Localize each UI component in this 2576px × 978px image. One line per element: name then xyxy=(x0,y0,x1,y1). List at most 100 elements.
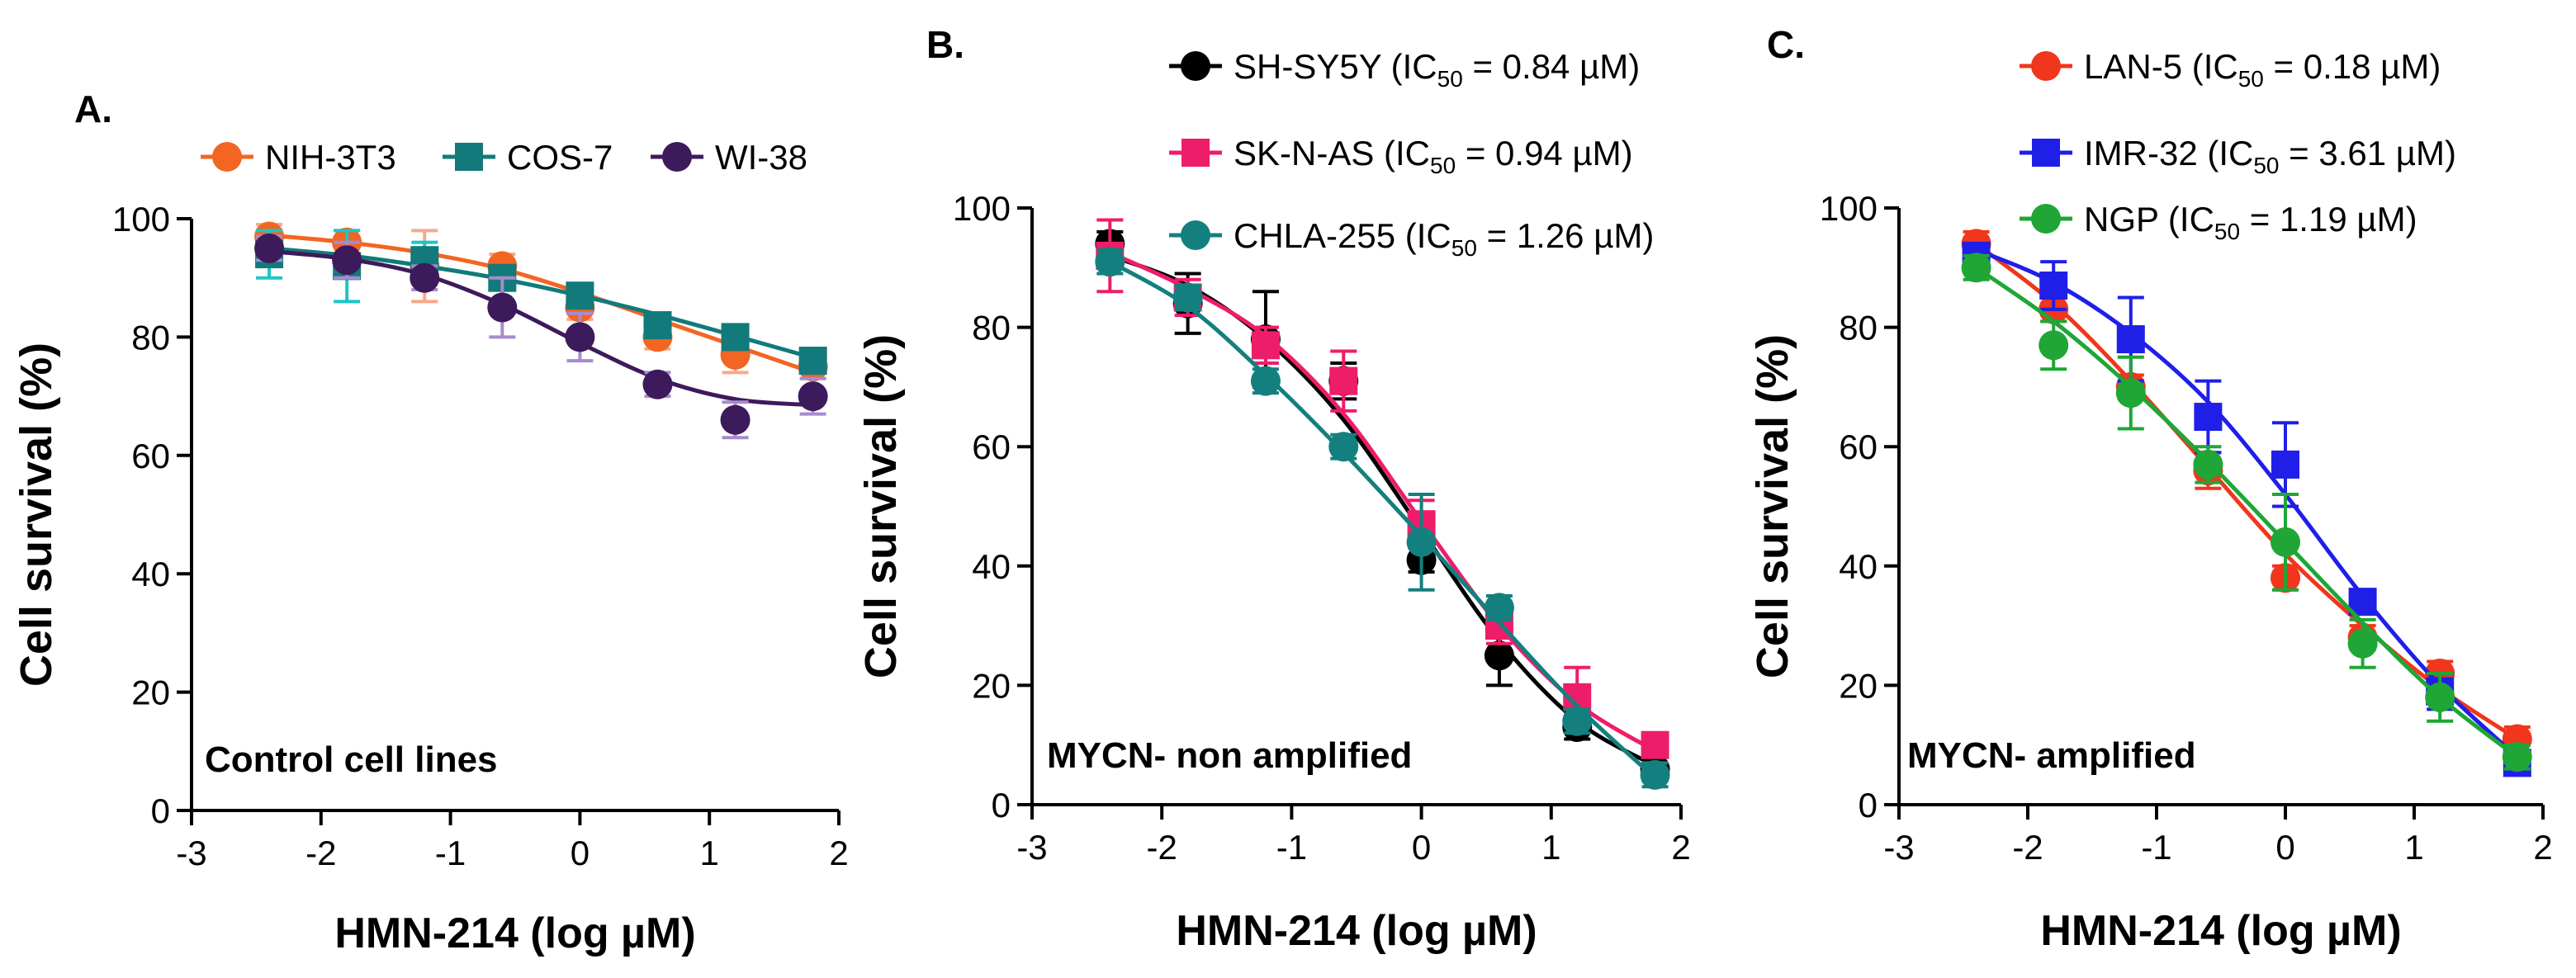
legend-marker xyxy=(1181,139,1210,167)
legend-ic50-value: 0.18 µM xyxy=(2304,47,2430,86)
legend-ic50-value: 1.19 µM xyxy=(2280,200,2406,239)
legend-item-SH-SY5Y: SH-SY5Y (IC50 = 0.84 µM) xyxy=(1169,47,1640,92)
legend-ic50-eq: = xyxy=(2240,200,2280,239)
legend-marker xyxy=(2032,139,2060,167)
panel-label: B. xyxy=(926,23,964,66)
data-point xyxy=(721,323,750,352)
legend-ic50-subscript: 50 xyxy=(2214,219,2240,244)
x-tick-label: -1 xyxy=(1276,828,1307,867)
legend-label: NGP (IC50 = 1.19 µM) xyxy=(2084,200,2417,244)
legend-ic50-subscript: 50 xyxy=(1451,235,1477,261)
data-point xyxy=(2194,403,2223,432)
panel-annotation: Control cell lines xyxy=(205,739,498,780)
x-tick-label: -3 xyxy=(1016,828,1047,867)
data-point xyxy=(1250,366,1281,396)
panel-label: C. xyxy=(1767,23,1805,66)
fit-curve xyxy=(1109,250,1656,754)
legend-ic50-close: ) xyxy=(2406,200,2417,239)
y-tick-label: 100 xyxy=(1820,189,1878,228)
axes: 0 20 40 60 80 100 -3 -2 -1 0 1 2 xyxy=(1820,189,2553,867)
x-tick-label: -1 xyxy=(2141,828,2171,867)
legend-ic50-open: (IC xyxy=(2158,200,2214,239)
series-WI-38 xyxy=(254,233,828,440)
legend-label: COS-7 xyxy=(507,138,613,177)
legend-label: SK-N-AS (IC50 = 0.94 µM) xyxy=(1234,134,1633,178)
data-point xyxy=(642,369,673,399)
legend-marker xyxy=(2031,204,2061,234)
legend-ic50-subscript: 50 xyxy=(2253,153,2279,178)
x-tick-label: 2 xyxy=(829,834,848,872)
data-point xyxy=(2347,628,2378,659)
legend-item-IMR-32: IMR-32 (IC50 = 3.61 µM) xyxy=(2020,134,2456,178)
data-point xyxy=(1095,247,1125,277)
y-tick-label: 0 xyxy=(992,786,1011,824)
data-point xyxy=(1640,759,1670,790)
legend-item-NGP: NGP (IC50 = 1.19 µM) xyxy=(2020,200,2417,244)
legend-label: LAN-5 (IC50 = 0.18 µM) xyxy=(2084,47,2441,92)
data-point xyxy=(332,245,362,276)
data-point xyxy=(2039,271,2068,300)
legend-series-name: SK-N-AS xyxy=(1234,134,1374,172)
y-tick-label: 20 xyxy=(1839,666,1878,705)
y-tick-label: 100 xyxy=(953,189,1011,228)
legend-ic50-value: 1.26 µM xyxy=(1517,216,1643,255)
legend-ic50-subscript: 50 xyxy=(2238,66,2264,92)
legend-ic50-subscript: 50 xyxy=(1430,153,1456,178)
data-point xyxy=(1251,331,1280,360)
y-tick-label: 40 xyxy=(1839,547,1878,586)
y-tick-label: 60 xyxy=(1839,428,1878,466)
legend-series-name: LAN-5 xyxy=(2084,47,2182,86)
data-point xyxy=(410,262,440,293)
legend-ic50-close: ) xyxy=(1628,47,1640,86)
legend-ic50-eq: = xyxy=(1463,47,1503,86)
x-tick-label: 1 xyxy=(1541,828,1560,867)
y-axis-title: Cell survival (%) xyxy=(12,343,61,687)
legend-item-CHLA-255: CHLA-255 (IC50 = 1.26 µM) xyxy=(1169,216,1654,261)
legend-ic50-close: ) xyxy=(1622,134,1633,172)
x-tick-label: 2 xyxy=(2533,828,2552,867)
legend-ic50-value: 0.84 µM xyxy=(1503,47,1629,86)
x-tick-label: -2 xyxy=(305,834,336,872)
x-tick-label: 0 xyxy=(571,834,590,872)
y-tick-label: 80 xyxy=(1839,309,1878,347)
fit-curve xyxy=(1109,259,1657,780)
legend-series-name: SH-SY5Y xyxy=(1234,47,1382,86)
series-CHLA-255 xyxy=(1095,247,1670,790)
data-point xyxy=(565,322,595,352)
series-IMR-32 xyxy=(1962,241,2531,777)
legend-item-SK-N-AS: SK-N-AS (IC50 = 0.94 µM) xyxy=(1169,134,1633,178)
fit-curve xyxy=(1109,253,1656,768)
y-tick-label: 0 xyxy=(151,791,170,830)
data-point xyxy=(2115,378,2146,409)
chart-panel-1: A. 0 20 40 60 80 100 -3 -2 -1 0 1 2 HMN-214 (log µM) C… xyxy=(12,87,849,957)
x-axis-title: HMN-214 (log µM) xyxy=(1176,907,1537,955)
legend-ic50-open: (IC xyxy=(1374,134,1430,172)
axes: 0 20 40 60 80 100 -3 -2 -1 0 1 2 xyxy=(112,200,849,872)
legend-ic50-value: 3.61 µM xyxy=(2318,134,2445,172)
legend-label: SH-SY5Y (IC50 = 0.84 µM) xyxy=(1234,47,1640,92)
panel-annotation: MYCN- non amplified xyxy=(1047,735,1412,776)
legend-ic50-eq: = xyxy=(1456,134,1495,172)
y-tick-label: 0 xyxy=(1859,786,1878,824)
y-tick-label: 40 xyxy=(131,555,170,593)
data-point xyxy=(1961,253,1991,283)
data-point xyxy=(1484,640,1514,671)
legend-series-name: NGP xyxy=(2084,200,2158,239)
data-point xyxy=(720,404,751,435)
y-tick-label: 80 xyxy=(131,318,170,357)
series-NGP xyxy=(1961,253,2532,772)
fit-curve xyxy=(1975,248,2519,758)
chart-panel-2: B. 0 20 40 60 80 100 -3 -2 -1 0 1 2 HMN-214 (log µM) C… xyxy=(856,23,1691,955)
data-point xyxy=(566,281,594,310)
x-tick-label: -2 xyxy=(2012,828,2043,867)
y-axis-title: Cell survival (%) xyxy=(1748,334,1797,678)
legend-marker xyxy=(2031,51,2061,81)
y-tick-label: 60 xyxy=(131,437,170,475)
data-point xyxy=(2271,527,2300,557)
legend-label: IMR-32 (IC50 = 3.61 µM) xyxy=(2084,134,2456,178)
legend-series-name: CHLA-255 xyxy=(1234,216,1395,255)
data-point xyxy=(2425,682,2455,712)
data-point xyxy=(1172,282,1203,313)
x-tick-label: -2 xyxy=(1147,828,1177,867)
